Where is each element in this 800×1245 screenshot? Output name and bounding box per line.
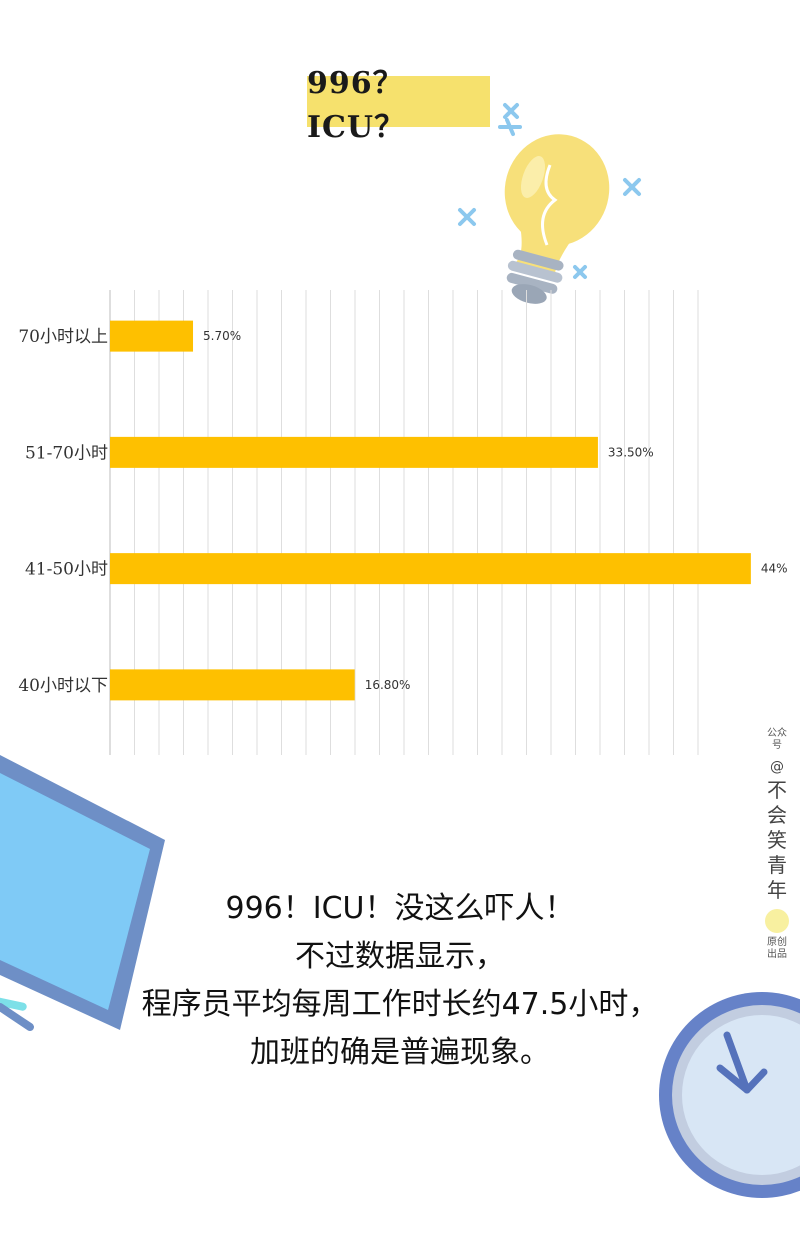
chart-bars	[110, 320, 751, 701]
category-labels: 70小时以上 51-70小时 41-50小时 40小时以下	[18, 327, 108, 696]
bar-chart: 70小时以上 51-70小时 41-50小时 40小时以下 5.70% 33.50% 44…	[18, 290, 788, 755]
watermark: 公众号 @ 不会笑青年 原创出品	[762, 728, 792, 961]
category-label: 51-70小时	[25, 443, 108, 463]
data-label: 44%	[761, 562, 788, 576]
category-label: 70小时以上	[18, 327, 108, 347]
bar	[110, 669, 355, 701]
watermark-bottom: 原创出品	[767, 937, 787, 960]
caption-line-4: 加班的确是普遍现象。	[250, 1035, 550, 1070]
data-label: 5.70%	[203, 329, 241, 343]
clock-icon	[659, 992, 800, 1198]
caption: 996！ICU！没这么吓人！ 不过数据显示， 程序员平均每周工作时长约47.5小…	[80, 885, 720, 1077]
data-labels: 5.70% 33.50% 44% 16.80%	[203, 329, 788, 692]
caption-line-3: 程序员平均每周工作时长约47.5小时，	[141, 987, 659, 1022]
bar	[110, 320, 194, 352]
monitor-icon	[0, 755, 165, 1031]
lightbulb-icon	[458, 103, 641, 304]
watermark-top: 公众号	[767, 728, 787, 751]
caption-line-2: 不过数据显示，	[295, 939, 505, 974]
watermark-name: 不会笑青年	[767, 778, 787, 902]
bar	[110, 553, 751, 585]
bar	[110, 436, 598, 468]
smiley-icon	[765, 909, 789, 933]
category-label: 41-50小时	[25, 560, 108, 580]
data-label: 33.50%	[608, 445, 654, 459]
data-label: 16.80%	[365, 678, 411, 692]
at-icon: @	[770, 759, 784, 775]
caption-line-1: 996！ICU！没这么吓人！	[225, 891, 575, 926]
category-label: 40小时以下	[18, 676, 108, 696]
chart-title: 996？ICU？	[307, 66, 490, 145]
